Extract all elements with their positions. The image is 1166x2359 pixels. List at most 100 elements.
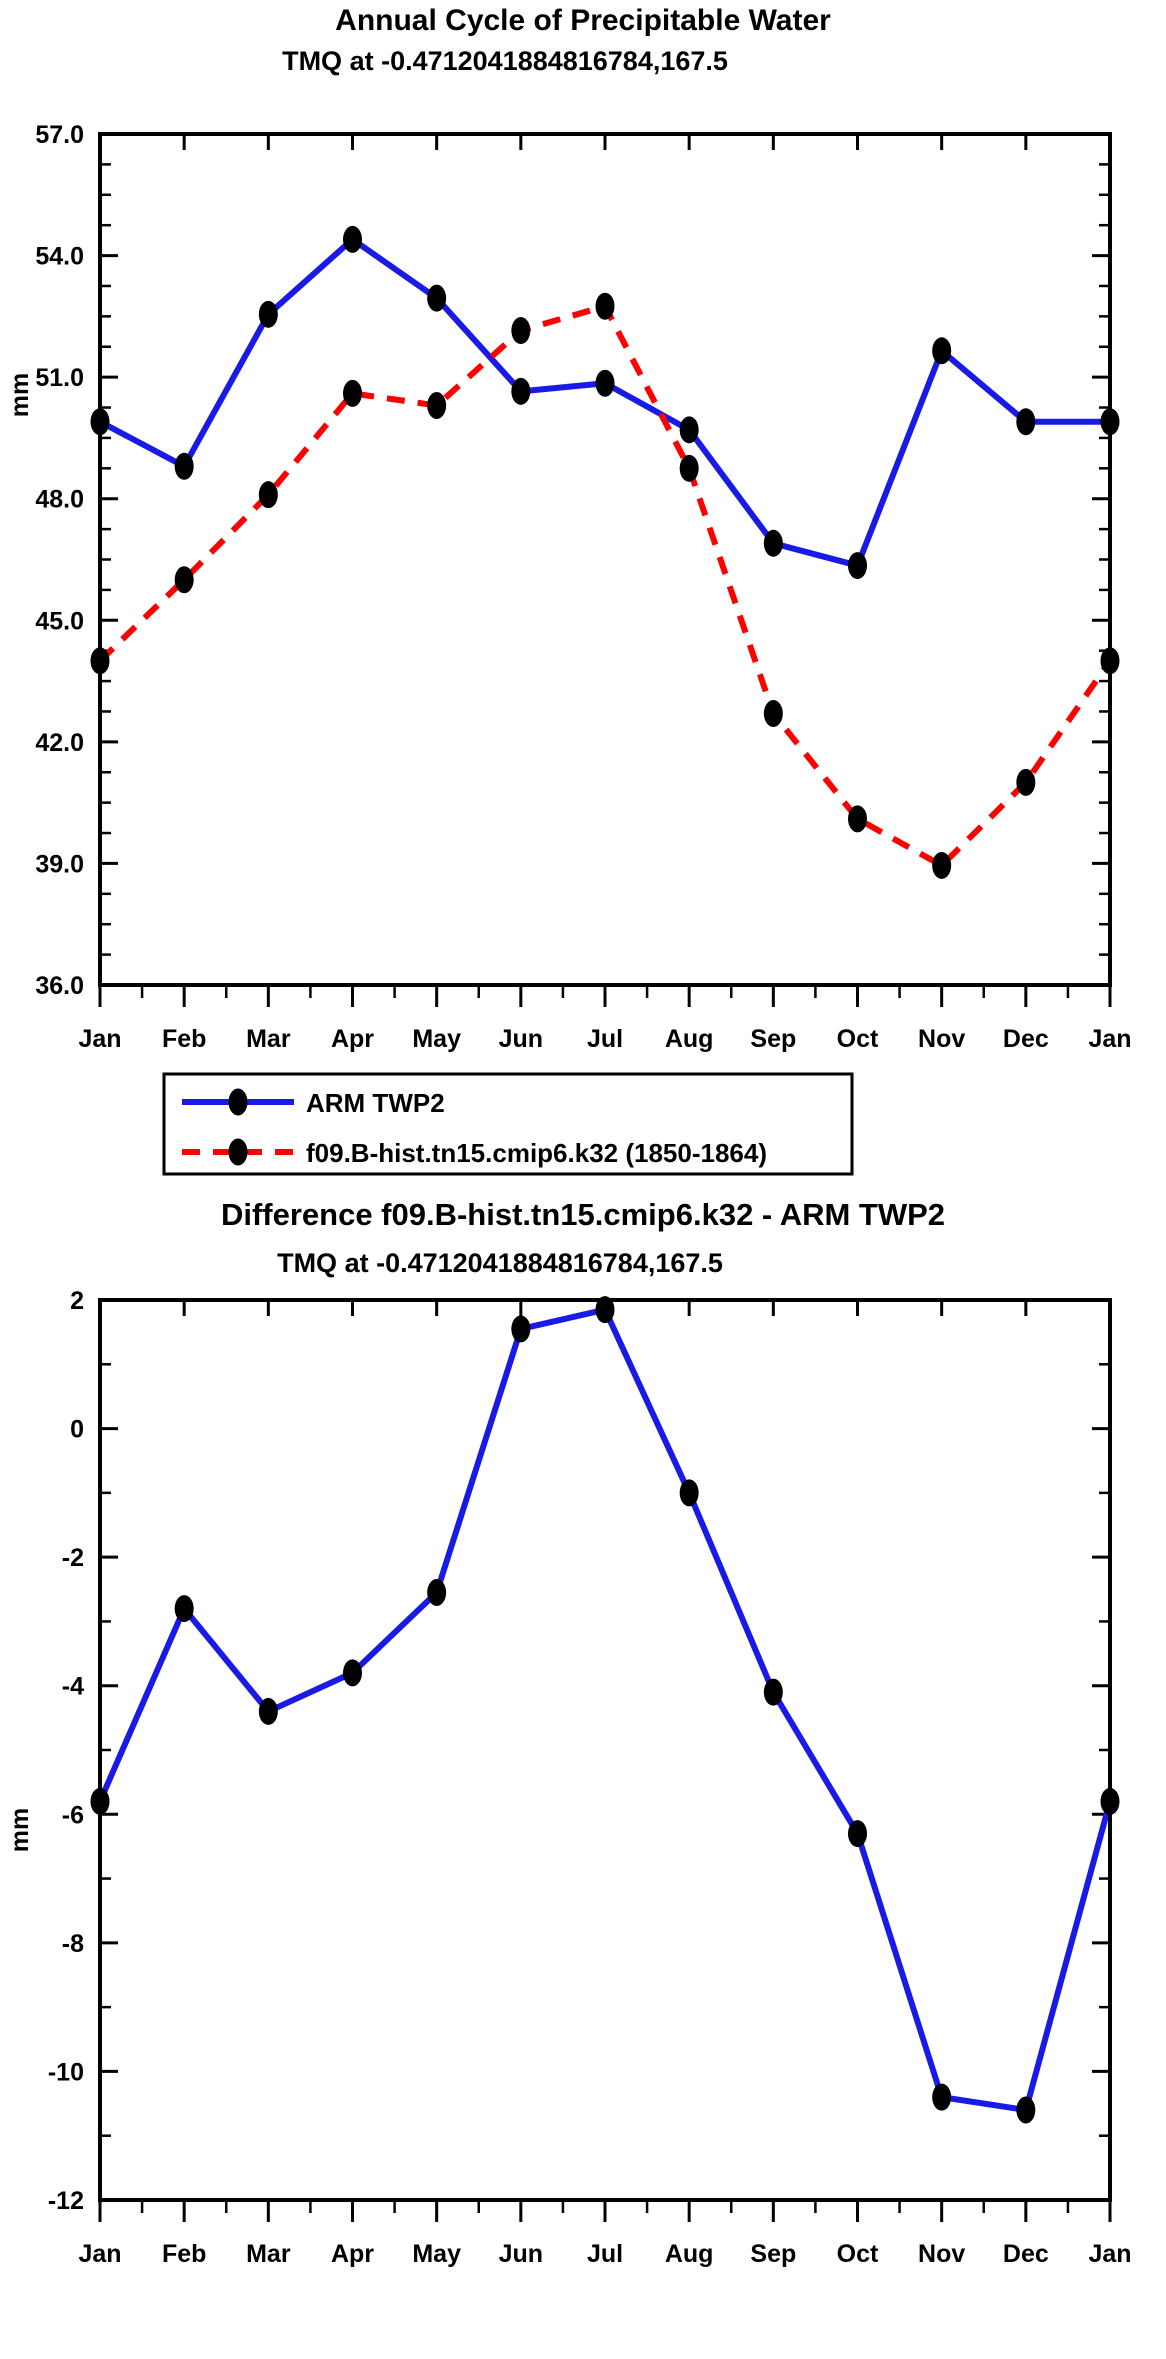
data-point-marker [258, 300, 278, 328]
data-point-marker [343, 379, 362, 407]
data-point-marker [1016, 408, 1036, 436]
x-tick-label: Aug [665, 1025, 714, 1053]
data-point-marker [174, 452, 194, 480]
x-tick-label: Nov [918, 1025, 965, 1053]
y-axis-tick-group: 36.0 39.0 42.0 45.0 48.0 51.0 54.0 57.0 [35, 121, 1110, 1000]
data-point-marker [763, 529, 783, 557]
x-tick-label: Apr [331, 1025, 374, 1053]
diff-chart-title: Difference f09.B-hist.tn15.cmip6.k32 - A… [221, 1197, 945, 1232]
data-point-marker [763, 1678, 783, 1706]
data-point-marker [1016, 2096, 1036, 2124]
data-point-marker [679, 454, 699, 482]
x-tick-label: Dec [1003, 2240, 1049, 2268]
x-tick-label: May [412, 1025, 461, 1053]
data-point-marker [427, 284, 447, 312]
data-point-marker [932, 851, 952, 879]
x-tick-label: Mar [246, 2240, 291, 2268]
data-point-marker [343, 1659, 362, 1687]
data-point-marker [848, 552, 867, 580]
diff-plot-frame [98, 1298, 1112, 2202]
legend-marker-0 [228, 1088, 248, 1116]
data-point-marker [511, 1315, 531, 1343]
x-tick-label: Oct [837, 1025, 879, 1053]
legend-label-0: ARM TWP2 [306, 1088, 445, 1118]
plot-frame [98, 132, 1112, 987]
data-point-marker [174, 1595, 194, 1623]
data-point-marker [258, 1697, 278, 1725]
y-tick-label: -6 [62, 1801, 84, 1829]
y-tick-label: -12 [48, 2187, 84, 2215]
chart-subtitle: TMQ at -0.4712041884816784,167.5 [282, 46, 728, 76]
y-axis-label: mm [6, 373, 34, 417]
y-tick-label: 0 [70, 1416, 84, 1444]
y-tick-label: 42.0 [35, 729, 84, 757]
y-tick-label: 54.0 [35, 243, 84, 271]
data-series-group [90, 225, 1120, 879]
x-tick-label: May [412, 2240, 461, 2268]
diff-chart-subtitle: TMQ at -0.4712041884816784,167.5 [277, 1248, 723, 1278]
y-tick-label: 45.0 [35, 607, 84, 635]
x-tick-label: Oct [837, 2240, 879, 2268]
x-tick-label: Apr [331, 2240, 374, 2268]
y-tick-label: 36.0 [35, 972, 84, 1000]
data-point-marker [174, 566, 194, 594]
x-axis-tick-group: Jan Feb Mar Apr May Jun Jul Aug Sep Oct Nov Dec Jan [78, 134, 1132, 1053]
x-tick-label: Jan [78, 2240, 121, 2268]
x-tick-label: Nov [918, 2240, 965, 2268]
data-point-marker [932, 337, 952, 365]
y-tick-label: -2 [62, 1544, 84, 1572]
data-point-marker [511, 317, 531, 345]
data-point-marker [343, 225, 362, 253]
data-point-marker [427, 392, 447, 420]
legend-label-1: f09.B-hist.tn15.cmip6.k32 (1850-1864) [306, 1138, 767, 1168]
diff-x-axis-tick-group: Jan Feb Mar Apr May Jun Jul Aug Sep Oct Nov Dec Jan [78, 1300, 1132, 2268]
legend-marker-1 [228, 1138, 248, 1166]
x-tick-label: Sep [750, 2240, 796, 2268]
y-tick-label: 48.0 [35, 486, 84, 514]
data-point-marker [679, 416, 699, 444]
y-tick-label: -8 [62, 1930, 84, 1958]
x-tick-label: Jun [499, 1025, 543, 1053]
x-tick-label: Jun [499, 2240, 543, 2268]
data-point-marker [595, 369, 615, 397]
data-point-marker [848, 1820, 867, 1848]
y-tick-label: -4 [62, 1673, 84, 1701]
x-tick-label: Jul [587, 1025, 623, 1053]
x-tick-label: Jan [1088, 1025, 1131, 1053]
data-point-marker [679, 1479, 699, 1507]
chart-legend: ARM TWP2 f09.B-hist.tn15.cmip6.k32 (1850-… [162, 1072, 854, 1176]
legend-box [162, 1072, 854, 1176]
chart-title: Annual Cycle of Precipitable Water [335, 4, 831, 37]
y-tick-label: 51.0 [35, 364, 84, 392]
data-point-marker [511, 377, 531, 405]
diff-y-axis-tick-group: -12 -10 -8 -6 -4 -2 0 2 [48, 1287, 1110, 2215]
data-point-marker [848, 805, 867, 833]
data-point-marker [427, 1579, 447, 1606]
x-tick-label: Aug [665, 2240, 714, 2268]
x-tick-label: Sep [750, 1025, 796, 1053]
data-point-marker [1016, 768, 1036, 796]
difference-chart-panel: Difference f09.B-hist.tn15.cmip6.k32 - A… [0, 1190, 1166, 2359]
data-point-marker [258, 481, 278, 509]
x-tick-label: Feb [162, 1025, 206, 1053]
data-point-marker [932, 2083, 952, 2111]
diff-data-series-group [90, 1296, 1120, 2124]
x-tick-label: Jan [78, 1025, 121, 1053]
diff-y-axis-label: mm [6, 1808, 34, 1852]
data-point-marker [595, 292, 615, 320]
y-tick-label: -10 [48, 2058, 84, 2086]
precipitable-water-chart-panel: Annual Cycle of Precipitable Water TMQ a… [6, 4, 1132, 1176]
annual-cycle-chart: Annual Cycle of Precipitable Water TMQ a… [6, 4, 1132, 1176]
x-tick-label: Jan [1088, 2240, 1131, 2268]
series-line-0 [98, 236, 1110, 569]
data-point-marker [763, 699, 783, 727]
x-tick-label: Jul [587, 2240, 623, 2268]
data-point-marker [595, 1296, 615, 1324]
y-tick-label: 2 [70, 1287, 84, 1315]
y-tick-label: 57.0 [35, 121, 84, 149]
x-tick-label: Mar [246, 1025, 291, 1053]
difference-chart: Difference f09.B-hist.tn15.cmip6.k32 - A… [6, 1197, 1132, 2268]
x-tick-label: Feb [162, 2240, 206, 2268]
y-tick-label: 39.0 [35, 850, 84, 878]
